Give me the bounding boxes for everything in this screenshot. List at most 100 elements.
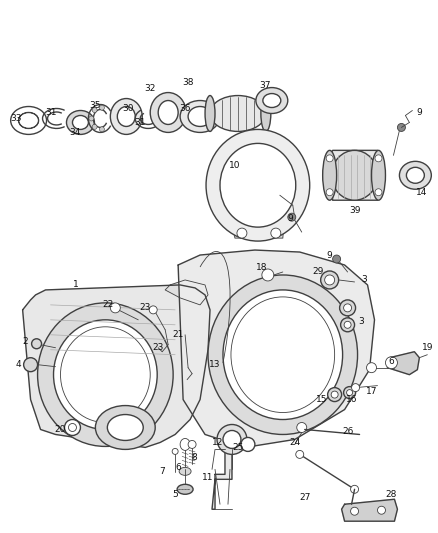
- Ellipse shape: [67, 110, 95, 134]
- Circle shape: [296, 450, 304, 458]
- Ellipse shape: [158, 101, 178, 124]
- Circle shape: [321, 271, 339, 289]
- Ellipse shape: [180, 101, 220, 132]
- Text: 4: 4: [16, 360, 21, 369]
- Text: 16: 16: [346, 395, 357, 404]
- Circle shape: [262, 269, 274, 281]
- Ellipse shape: [371, 150, 385, 200]
- Ellipse shape: [210, 95, 266, 132]
- Text: 9: 9: [327, 251, 332, 260]
- Circle shape: [68, 424, 77, 432]
- Polygon shape: [388, 352, 419, 375]
- Ellipse shape: [263, 94, 281, 108]
- Text: 39: 39: [349, 206, 360, 215]
- Circle shape: [188, 440, 196, 448]
- Text: 3: 3: [359, 317, 364, 326]
- Circle shape: [325, 275, 335, 285]
- Ellipse shape: [223, 290, 343, 419]
- Polygon shape: [23, 285, 210, 447]
- Ellipse shape: [110, 99, 142, 134]
- Circle shape: [64, 419, 81, 435]
- Circle shape: [288, 213, 296, 221]
- Text: 11: 11: [202, 473, 214, 482]
- Ellipse shape: [177, 484, 193, 494]
- Ellipse shape: [53, 320, 157, 430]
- Ellipse shape: [19, 112, 39, 128]
- Circle shape: [241, 438, 255, 451]
- Text: 10: 10: [229, 161, 241, 170]
- Ellipse shape: [180, 439, 190, 450]
- Circle shape: [92, 124, 97, 130]
- Polygon shape: [342, 499, 397, 521]
- Ellipse shape: [367, 362, 377, 373]
- Circle shape: [326, 155, 333, 162]
- Ellipse shape: [107, 415, 143, 440]
- Ellipse shape: [72, 116, 88, 130]
- Ellipse shape: [323, 150, 337, 200]
- Ellipse shape: [399, 161, 431, 189]
- Circle shape: [385, 357, 397, 369]
- Circle shape: [328, 387, 342, 401]
- Text: 30: 30: [123, 104, 134, 113]
- Text: 6: 6: [175, 463, 181, 472]
- Text: 34: 34: [70, 128, 81, 137]
- Polygon shape: [330, 150, 379, 200]
- Text: 26: 26: [342, 427, 353, 436]
- Ellipse shape: [208, 275, 357, 434]
- Text: 33: 33: [10, 114, 21, 123]
- Text: 9: 9: [417, 108, 422, 117]
- Ellipse shape: [38, 303, 173, 447]
- Text: 22: 22: [103, 301, 114, 309]
- Circle shape: [217, 424, 247, 455]
- Ellipse shape: [188, 107, 212, 126]
- Text: 35: 35: [90, 101, 101, 110]
- Text: 32: 32: [145, 84, 156, 93]
- Circle shape: [223, 431, 241, 448]
- Text: 2: 2: [23, 337, 28, 346]
- Circle shape: [331, 391, 338, 398]
- Circle shape: [346, 390, 353, 395]
- Text: 3: 3: [362, 276, 367, 285]
- Circle shape: [350, 507, 359, 515]
- Ellipse shape: [95, 406, 155, 449]
- Circle shape: [172, 448, 178, 455]
- Circle shape: [89, 116, 94, 121]
- Ellipse shape: [206, 130, 310, 241]
- Circle shape: [24, 358, 38, 372]
- Polygon shape: [212, 449, 232, 509]
- Circle shape: [397, 124, 406, 132]
- Circle shape: [99, 105, 104, 110]
- Text: 27: 27: [299, 493, 311, 502]
- Ellipse shape: [220, 143, 296, 227]
- Circle shape: [297, 423, 307, 432]
- Circle shape: [341, 318, 355, 332]
- Ellipse shape: [150, 93, 186, 132]
- Text: 24: 24: [289, 438, 300, 447]
- Text: 9: 9: [287, 214, 293, 223]
- Circle shape: [237, 228, 247, 238]
- Polygon shape: [165, 280, 208, 305]
- Ellipse shape: [406, 167, 424, 183]
- Text: 23: 23: [152, 343, 164, 352]
- Ellipse shape: [60, 327, 150, 423]
- Text: 12: 12: [212, 438, 224, 447]
- Text: 38: 38: [182, 78, 194, 87]
- Text: 37: 37: [259, 81, 271, 90]
- Circle shape: [110, 303, 120, 313]
- Ellipse shape: [205, 95, 215, 132]
- Circle shape: [149, 306, 157, 314]
- Circle shape: [375, 189, 382, 196]
- Circle shape: [339, 300, 356, 316]
- Text: 29: 29: [312, 268, 323, 277]
- Ellipse shape: [231, 297, 335, 413]
- Text: 21: 21: [173, 330, 184, 340]
- Ellipse shape: [261, 95, 271, 132]
- Polygon shape: [232, 224, 284, 238]
- Text: 14: 14: [416, 188, 427, 197]
- Text: 6: 6: [389, 357, 394, 366]
- Text: 18: 18: [256, 263, 268, 272]
- Text: 17: 17: [366, 387, 377, 396]
- Circle shape: [332, 255, 341, 263]
- Text: 20: 20: [55, 425, 66, 434]
- Text: 7: 7: [159, 467, 165, 476]
